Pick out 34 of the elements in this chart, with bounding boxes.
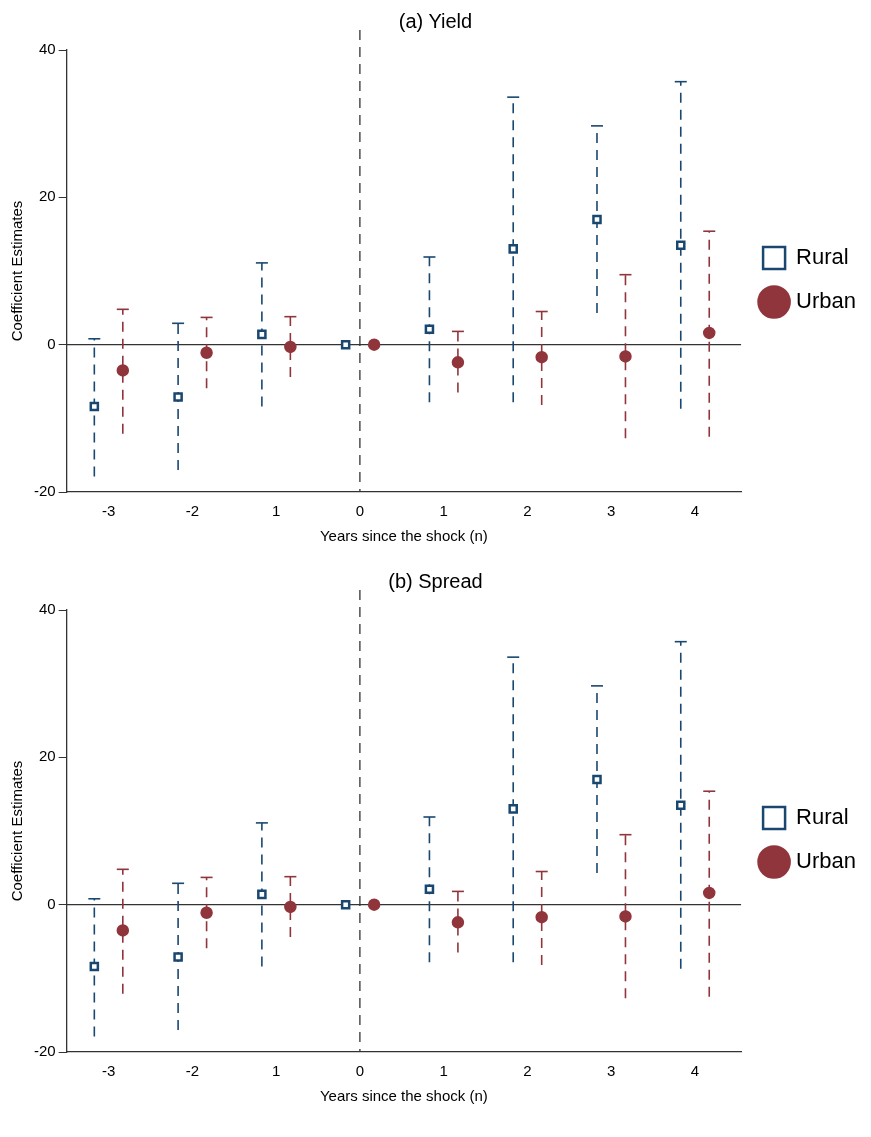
chart-title: (a) Yield xyxy=(398,9,473,32)
y-tick-label: 0 xyxy=(47,894,56,912)
legend-label: Rural xyxy=(796,804,849,830)
y-tick-label: 20 xyxy=(38,747,56,765)
x-axis-title: Years since the shock (n) xyxy=(319,1087,488,1105)
x-tick-label: 0 xyxy=(355,502,365,520)
y-tick-label: 0 xyxy=(47,334,56,352)
x-tick-label: 3 xyxy=(607,1062,616,1080)
y-tick-label: -20 xyxy=(33,1042,56,1060)
x-tick-label: 3 xyxy=(607,502,616,520)
legend-label: Urban xyxy=(796,848,856,874)
x-tick-label: -2 xyxy=(185,502,200,520)
y-tick-label: 20 xyxy=(38,187,56,205)
x-tick-label: 2 xyxy=(523,1062,532,1080)
x-tick-label: 2 xyxy=(523,502,532,520)
legend-label: Rural xyxy=(796,244,849,270)
x-tick-label: -3 xyxy=(101,502,116,520)
legend-label: Urban xyxy=(796,288,856,314)
x-tick-label: 1 xyxy=(271,1062,281,1080)
chart-title: (b) Spread xyxy=(388,569,483,592)
x-tick-label: 4 xyxy=(690,502,700,520)
y-axis-title: Coefficient Estimates xyxy=(8,760,26,902)
x-tick-label: 0 xyxy=(355,1062,365,1080)
y-tick-label: 40 xyxy=(38,600,56,618)
x-tick-label: 1 xyxy=(439,502,448,520)
x-tick-label: 4 xyxy=(690,1062,700,1080)
x-tick-label: -2 xyxy=(185,1062,200,1080)
y-tick-label: 40 xyxy=(38,40,56,58)
y-tick-label: -20 xyxy=(33,482,56,500)
x-axis-title: Years since the shock (n) xyxy=(319,527,488,545)
x-tick-label: 1 xyxy=(271,502,281,520)
x-tick-label: 1 xyxy=(439,1062,448,1080)
x-tick-label: -3 xyxy=(101,1062,116,1080)
y-axis-title: Coefficient Estimates xyxy=(8,200,26,342)
